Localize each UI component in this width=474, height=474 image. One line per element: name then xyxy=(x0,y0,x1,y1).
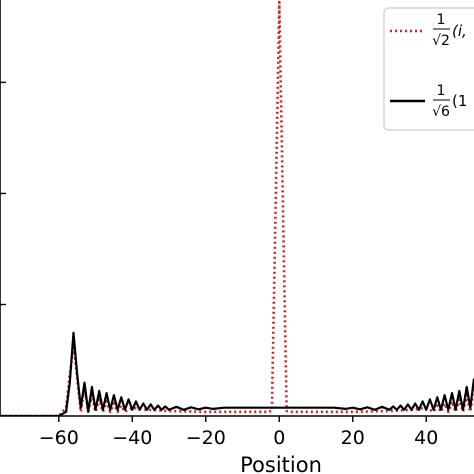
legend-entry-1-denominator: √2 xyxy=(432,33,450,49)
legend-frame xyxy=(383,7,474,131)
legend-entry-2-denominator: √6 xyxy=(432,104,450,120)
legend-entry-1-tail: (i, xyxy=(452,22,467,40)
x-tick-label: 0 xyxy=(273,427,285,449)
legend: 1 √2 (i, 1 √6 (1 xyxy=(383,7,474,131)
x-tick-label: −60 xyxy=(39,427,79,449)
x-tick-label: 20 xyxy=(341,427,365,449)
y-ticks xyxy=(0,81,6,306)
series-layer xyxy=(0,0,474,416)
x-tick-label: 40 xyxy=(414,427,438,449)
x-axis-label: Position xyxy=(240,453,322,474)
x-tick-label: −40 xyxy=(112,427,152,449)
series-2-line xyxy=(0,331,474,416)
x-ticks: −60 −40 −20 0 20 40 xyxy=(39,416,438,449)
legend-entry-2-tail: (1 xyxy=(452,92,467,110)
x-tick-label: −20 xyxy=(186,427,226,449)
legend-entry-1-numerator: 1 xyxy=(437,12,446,28)
legend-entry-2-numerator: 1 xyxy=(437,83,446,99)
